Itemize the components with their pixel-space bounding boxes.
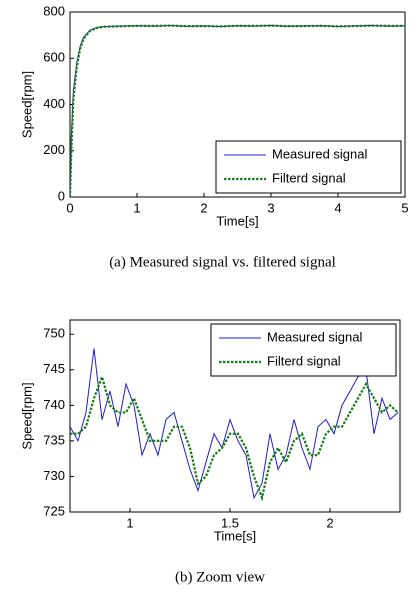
y-tick-label: 725 [43,503,65,518]
y-axis-label: Speed[rpm] [19,382,34,449]
series-line [70,348,399,500]
caption: (a) Measured signal vs. filtered signal [109,254,336,270]
legend-label: Measured signal [267,329,362,344]
y-tick-label: 800 [43,3,65,18]
legend-label: Measured signal [272,146,367,161]
x-tick-label: 1 [133,200,140,215]
x-tick-label: 4 [334,200,341,215]
y-tick-label: 400 [43,96,65,111]
legend-label: Filterd signal [267,353,341,368]
y-tick-label: 740 [43,397,65,412]
x-tick-label: 1.5 [221,515,239,530]
x-tick-label: 3 [267,200,274,215]
y-tick-label: 730 [43,468,65,483]
y-tick-label: 745 [43,361,65,376]
series-line [70,373,399,502]
y-tick-label: 750 [43,326,65,341]
legend-box [215,140,402,194]
x-tick-label: 0 [66,200,73,215]
caption: (b) Zoom view [175,569,265,585]
y-tick-label: 600 [43,50,65,65]
x-tick-label: 2 [326,515,333,530]
x-tick-label: 1 [126,515,133,530]
y-axis-label: Speed[rpm] [19,71,34,138]
x-axis-label: Time[s] [214,528,256,543]
legend-box [210,323,397,377]
series-line [70,24,405,197]
y-tick-label: 200 [43,142,65,157]
legend-label: Filterd signal [272,170,346,185]
x-tick-label: 5 [401,200,408,215]
x-tick-label: 2 [200,200,207,215]
y-tick-label: 735 [43,432,65,447]
y-tick-label: 0 [58,188,65,203]
x-axis-label: Time[s] [216,213,258,228]
